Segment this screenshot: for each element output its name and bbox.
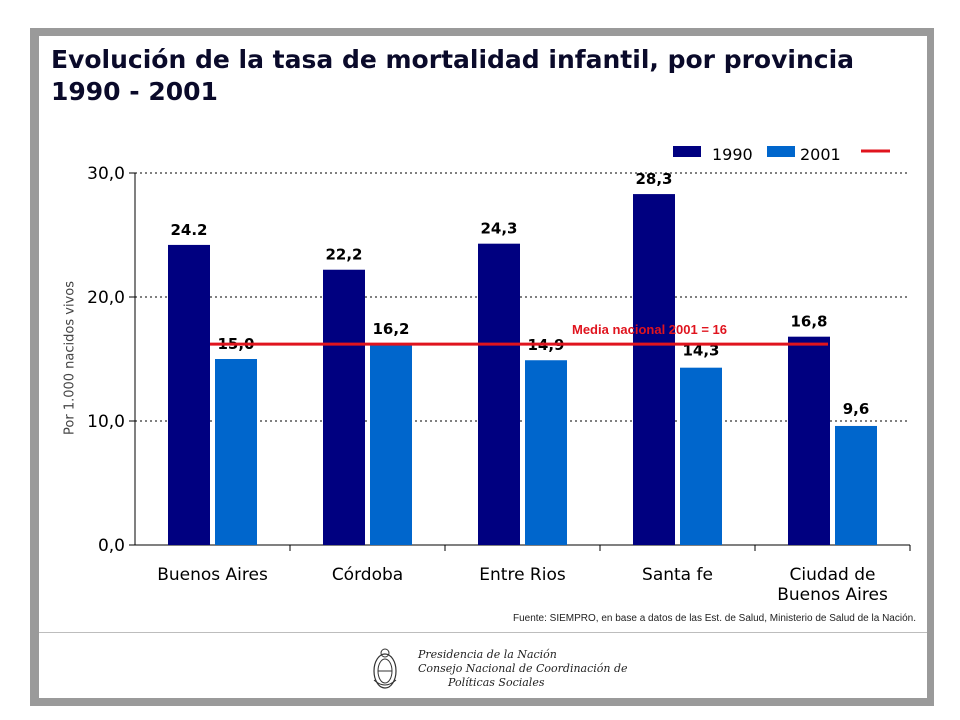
chart-title: Evolución de la tasa de mortalidad infan…	[51, 44, 911, 108]
y-tick-label: 30,0	[87, 164, 125, 184]
legend-label: 1990	[712, 145, 753, 164]
bar-2001	[525, 360, 567, 545]
x-tick-label: Buenos Aires	[777, 585, 888, 605]
y-tick-label: 10,0	[87, 412, 125, 432]
bar-2001	[370, 344, 412, 545]
bar-1990	[633, 194, 675, 545]
legend-label: 2001	[800, 145, 841, 164]
data-label: 24,3	[480, 220, 517, 238]
data-label: 16,8	[790, 313, 827, 331]
bar-2001	[215, 359, 257, 545]
reference-line-label: Media nacional 2001 = 16	[572, 322, 727, 337]
logo-line-3: Políticas Sociales	[448, 676, 545, 689]
x-tick-label: Santa fe	[642, 565, 713, 585]
national-seal-icon	[373, 648, 397, 689]
logo-line-1: Presidencia de la Nación	[418, 648, 557, 661]
logo-line-2: Consejo Nacional de Coordinación de	[418, 662, 628, 675]
bar-1990	[788, 336, 830, 545]
data-label: 16,2	[372, 320, 409, 338]
source-note: Fuente: SIEMPRO, en base a datos de las …	[512, 613, 916, 624]
data-label: 22,2	[325, 246, 362, 264]
chart-title-line-2: 1990 - 2001	[51, 77, 218, 106]
data-label: 9,6	[843, 400, 870, 418]
bar-2001	[680, 367, 722, 545]
chart-title-line-1: Evolución de la tasa de mortalidad infan…	[51, 45, 855, 74]
bar-1990	[478, 243, 520, 545]
footer-divider	[39, 632, 927, 633]
bar-1990	[168, 244, 210, 546]
x-tick-label: Buenos Aires	[157, 565, 268, 585]
x-tick-label: Ciudad de	[789, 565, 875, 585]
data-label: 24.2	[170, 221, 207, 239]
y-tick-label: 0,0	[98, 536, 125, 556]
legend-swatch-2001	[767, 146, 795, 157]
bar-1990	[323, 269, 365, 545]
institution-logo-text: Presidencia de la Nación Consejo Naciona…	[418, 648, 628, 690]
data-label: 14,3	[682, 342, 719, 360]
x-tick-label: Córdoba	[332, 565, 403, 585]
bar-2001	[835, 425, 877, 545]
legend-swatch-1990	[673, 146, 701, 157]
y-tick-label: 20,0	[87, 288, 125, 308]
x-tick-label: Entre Rios	[479, 565, 566, 585]
data-label: 28,3	[635, 170, 672, 188]
